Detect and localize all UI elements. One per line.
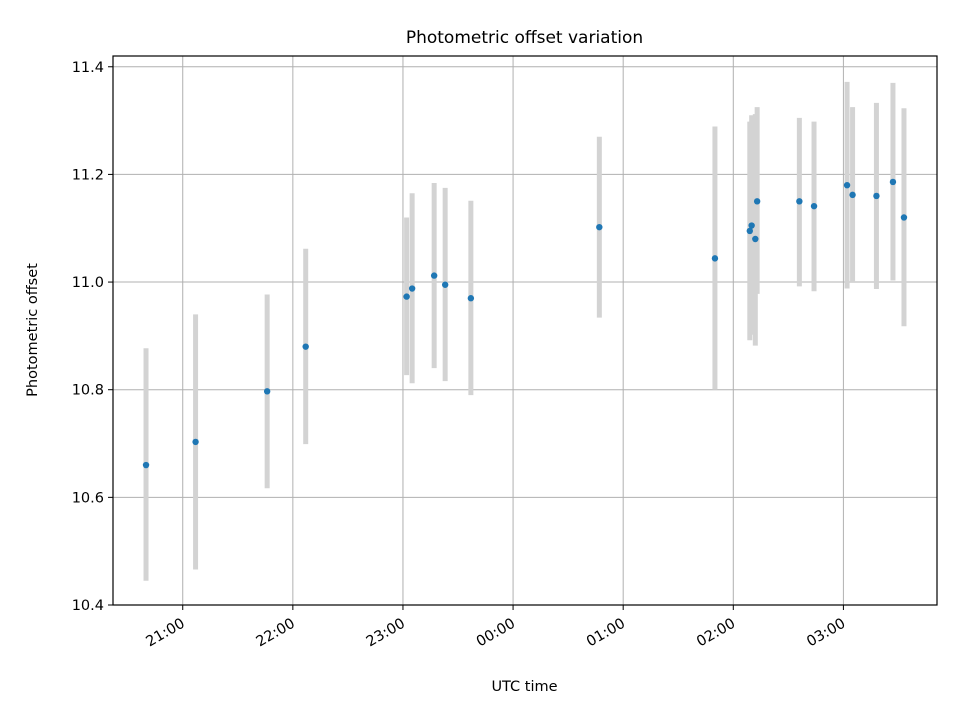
data-point (753, 198, 761, 205)
x-tick-label: 02:00 (694, 616, 738, 651)
data-point (889, 178, 897, 186)
data-point (711, 255, 719, 262)
x-axis-ticks: 21:00 22:00 23:00 00:00 01:00 02:00 03:00 (144, 605, 848, 651)
y-axis-label: Photometric offset (25, 263, 41, 397)
x-tick-label: 21:00 (144, 616, 188, 651)
y-tick-label: 10.4 (72, 598, 104, 614)
x-tick-label: 01:00 (584, 616, 628, 651)
data-point (873, 192, 880, 200)
y-tick-label: 10.6 (72, 490, 104, 506)
data-point (408, 285, 416, 292)
data-point (810, 202, 818, 210)
y-tick-label: 11.2 (72, 167, 104, 183)
data-point (403, 293, 410, 300)
x-axis-label: UTC time (491, 679, 557, 695)
plot-frame (112, 55, 938, 606)
y-tick-label: 11.0 (72, 275, 104, 291)
data-point (192, 438, 199, 446)
x-tick-label: 03:00 (804, 616, 848, 651)
data-point (748, 222, 755, 229)
data-point (596, 223, 603, 231)
grid (113, 56, 937, 606)
x-tick-label: 00:00 (474, 616, 518, 651)
data-point (900, 214, 908, 221)
data-point (849, 191, 856, 199)
data-point (142, 461, 150, 469)
data-point (746, 227, 754, 235)
data-point (467, 295, 475, 302)
data-point (263, 388, 271, 395)
data-point (796, 198, 803, 205)
y-axis-ticks: 10.4 10.6 10.8 11.0 11.2 11.4 (72, 60, 113, 614)
data-point (441, 281, 449, 288)
data-point (752, 235, 759, 243)
data-point (302, 343, 309, 350)
error-bars (143, 81, 907, 581)
data-points (142, 178, 908, 469)
y-tick-label: 10.8 (72, 383, 104, 399)
x-tick-label: 23:00 (364, 616, 408, 651)
chart-title: Photometric offset variation (406, 28, 643, 48)
data-point (843, 181, 851, 189)
y-tick-label: 11.4 (72, 60, 104, 76)
data-point (430, 272, 438, 279)
x-tick-label: 22:00 (254, 616, 298, 651)
